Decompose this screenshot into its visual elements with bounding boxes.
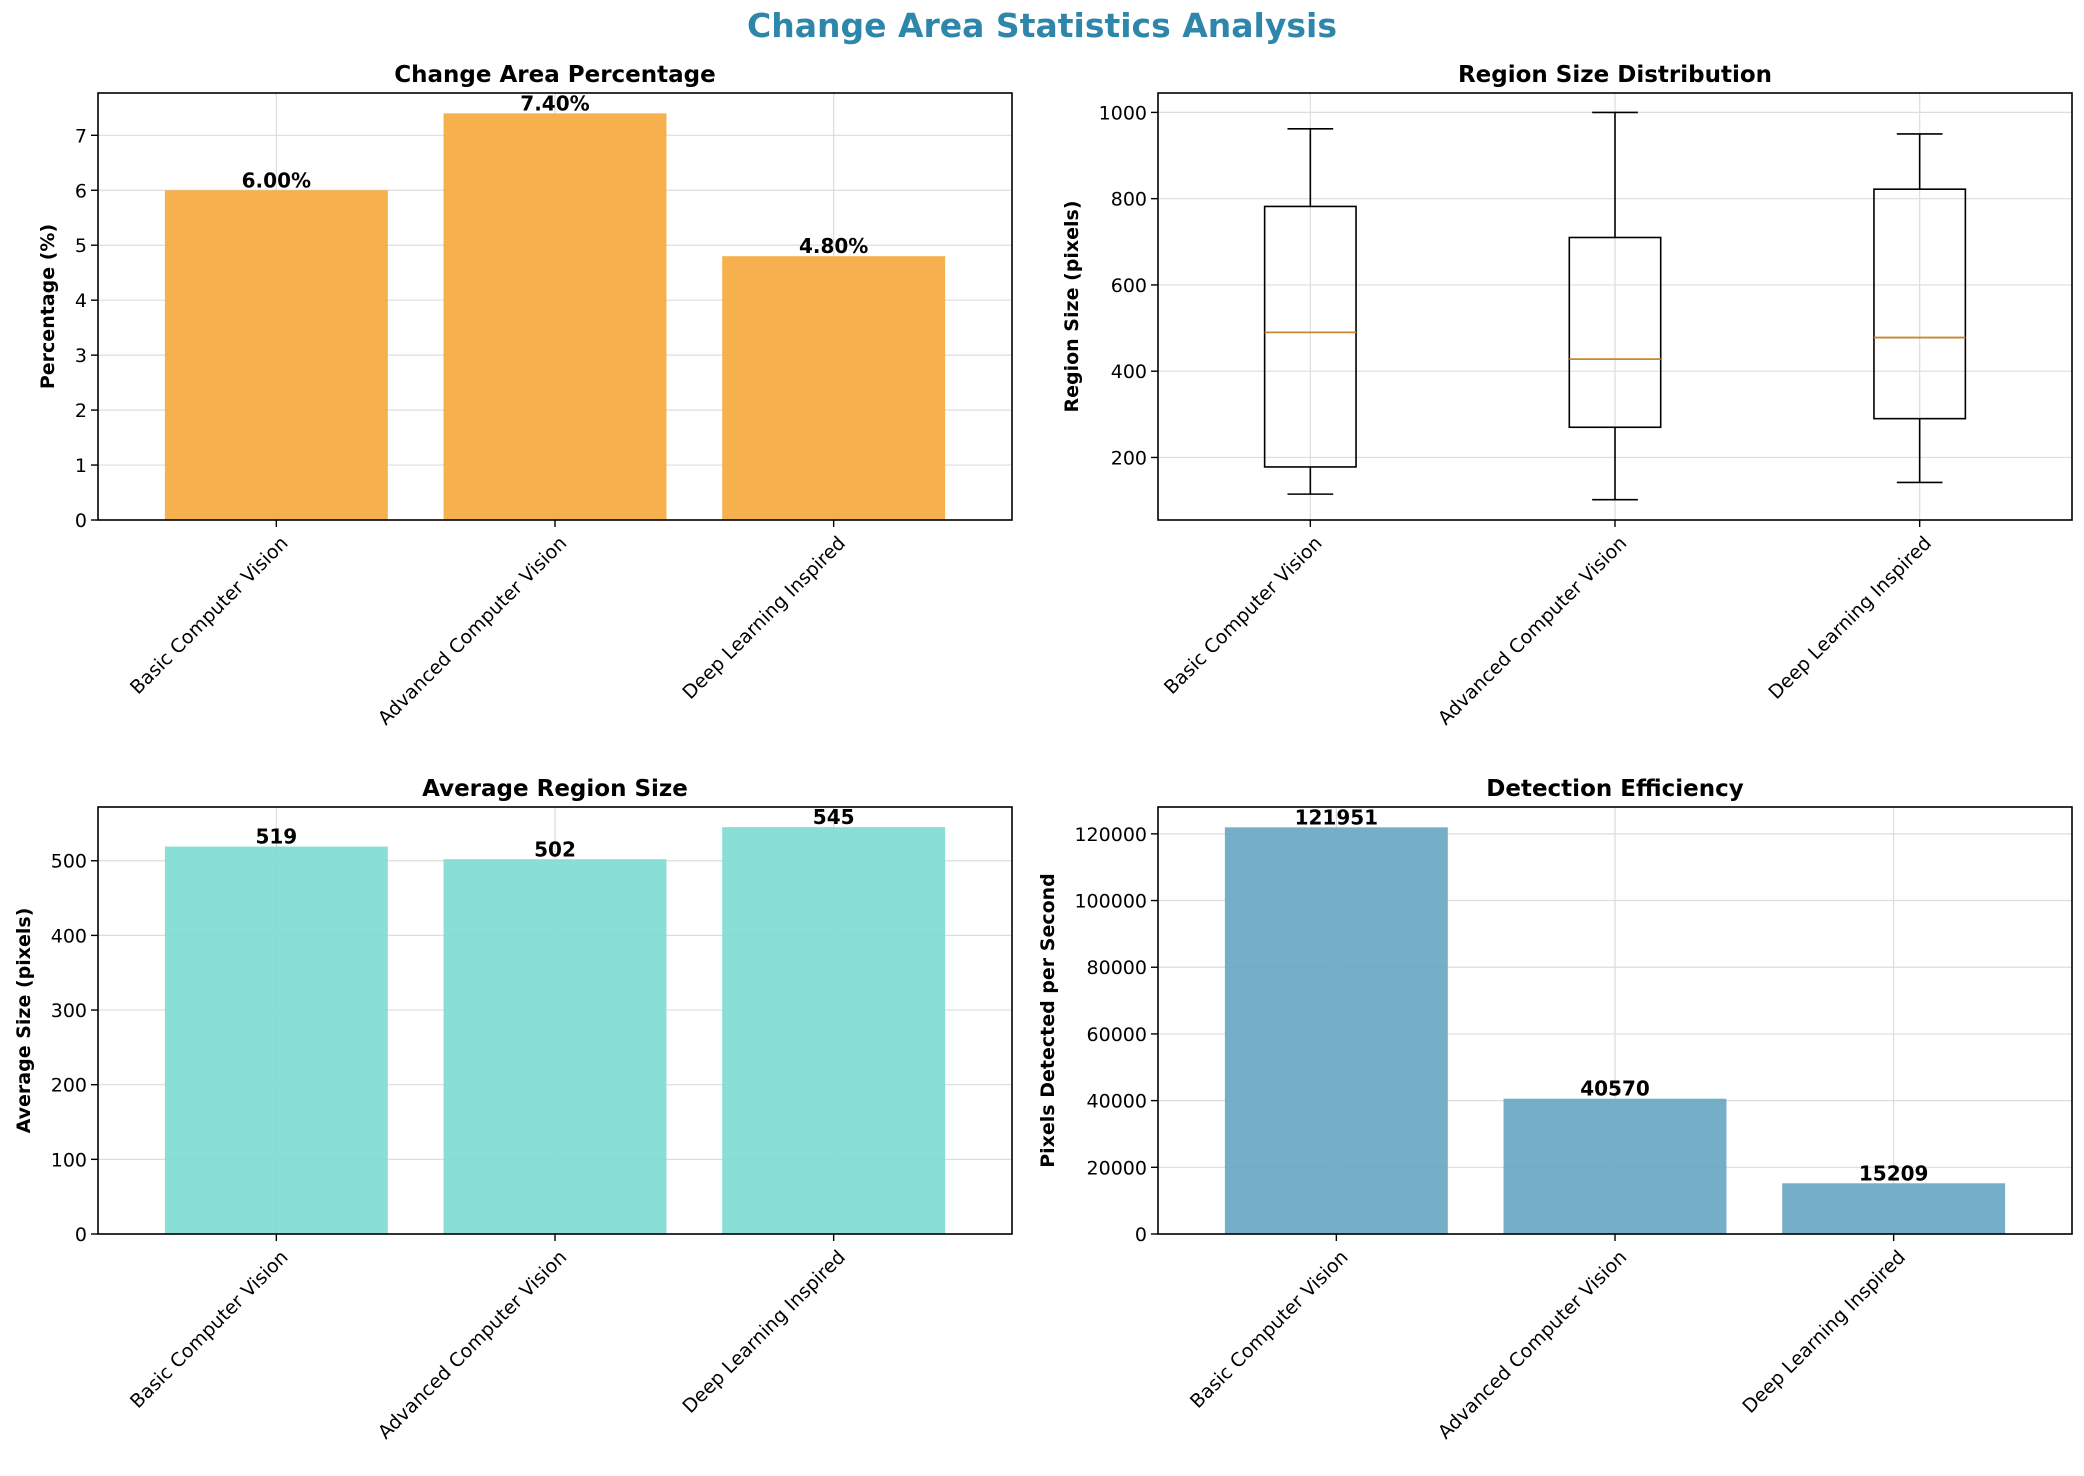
x-tick-label: Basic Computer Vision bbox=[126, 1246, 293, 1413]
y-tick-label: 0 bbox=[75, 1224, 87, 1246]
x-tick-label: Deep Learning Inspired bbox=[678, 532, 850, 704]
y-axis-label: Average Size (pixels) bbox=[13, 908, 35, 1134]
y-tick-label: 7 bbox=[75, 125, 87, 147]
bar-value-label: 121951 bbox=[1295, 805, 1379, 829]
y-tick-label: 2 bbox=[75, 400, 87, 422]
bar-value-label: 545 bbox=[813, 805, 855, 829]
bar-value-label: 40570 bbox=[1580, 1077, 1650, 1101]
y-tick-label: 20000 bbox=[1087, 1157, 1147, 1179]
bar-value-label: 7.40% bbox=[520, 91, 589, 115]
y-tick-label: 500 bbox=[51, 851, 87, 873]
y-tick-label: 400 bbox=[51, 925, 87, 947]
y-tick-label: 40000 bbox=[1087, 1091, 1147, 1113]
bar bbox=[722, 827, 946, 1234]
y-tick-label: 6 bbox=[75, 180, 87, 202]
bar-value-label: 502 bbox=[534, 837, 576, 861]
bar-value-label: 15209 bbox=[1859, 1161, 1929, 1185]
y-tick-label: 80000 bbox=[1087, 957, 1147, 979]
y-axis-label: Pixels Detected per Second bbox=[1037, 873, 1059, 1168]
y-tick-label: 3 bbox=[75, 345, 87, 367]
x-tick-label: Deep Learning Inspired bbox=[1764, 532, 1936, 704]
box bbox=[1568, 236, 1662, 429]
y-tick-label: 0 bbox=[75, 510, 87, 532]
bar-value-label: 6.00% bbox=[242, 168, 311, 192]
subplot-3: 519 502 545 0 100 200 300 400 500 Basic Computer … bbox=[13, 776, 1013, 1444]
bar-value-label: 4.80% bbox=[799, 234, 868, 258]
y-tick-label: 400 bbox=[1111, 361, 1147, 383]
y-tick-label: 800 bbox=[1111, 189, 1147, 211]
bar bbox=[722, 256, 946, 520]
y-tick-label: 600 bbox=[1111, 275, 1147, 297]
x-tick-label: Advanced Computer Vision bbox=[374, 532, 571, 729]
y-tick-label: 200 bbox=[1111, 447, 1147, 469]
x-tick-label: Deep Learning Inspired bbox=[678, 1246, 850, 1418]
bar bbox=[164, 190, 388, 520]
bar bbox=[1503, 1098, 1727, 1234]
subplot-1: 6.00% 7.40% 4.80% 0 1 2 3 4 5 6 7 Basic Computer Vi… bbox=[37, 62, 1013, 730]
bar bbox=[443, 113, 667, 520]
x-tick-label: Advanced Computer Vision bbox=[374, 1246, 571, 1443]
y-axis-label: Region Size (pixels) bbox=[1061, 200, 1083, 412]
y-tick-label: 60000 bbox=[1087, 1024, 1147, 1046]
subplot-title: Detection Efficiency bbox=[1486, 776, 1743, 802]
subplot-title: Change Area Percentage bbox=[394, 62, 715, 88]
y-axis-label: Percentage (%) bbox=[37, 224, 59, 389]
y-tick-label: 120000 bbox=[1074, 824, 1147, 846]
x-tick-label: Advanced Computer Vision bbox=[1434, 532, 1631, 729]
subplot-title: Region Size Distribution bbox=[1458, 62, 1772, 88]
bar bbox=[443, 859, 667, 1234]
figure-title: Change Area Statistics Analysis bbox=[747, 6, 1337, 45]
subplot-2: 200 400 600 800 1000 Basic Computer Vision Adv… bbox=[1061, 62, 2073, 730]
y-tick-label: 100000 bbox=[1074, 891, 1147, 913]
box bbox=[1873, 188, 1967, 420]
x-tick-label: Deep Learning Inspired bbox=[1738, 1246, 1910, 1418]
y-tick-label: 100 bbox=[51, 1149, 87, 1171]
bar bbox=[164, 846, 388, 1234]
y-tick-label: 200 bbox=[51, 1075, 87, 1097]
y-tick-label: 5 bbox=[75, 235, 87, 257]
y-tick-label: 4 bbox=[75, 290, 87, 312]
y-tick-label: 0 bbox=[1135, 1224, 1147, 1246]
box bbox=[1263, 205, 1357, 468]
bar bbox=[1782, 1183, 2006, 1234]
x-tick-label: Basic Computer Vision bbox=[126, 532, 293, 699]
subplot-4: 121951 40570 15209 0 20000 40000 60000 80000 100… bbox=[1037, 776, 2073, 1444]
bar bbox=[1224, 827, 1448, 1234]
x-tick-label: Basic Computer Vision bbox=[1160, 532, 1327, 699]
y-tick-label: 300 bbox=[51, 1000, 87, 1022]
subplot-title: Average Region Size bbox=[422, 776, 688, 802]
x-tick-label: Advanced Computer Vision bbox=[1434, 1246, 1631, 1443]
bar-value-label: 519 bbox=[255, 825, 297, 849]
y-tick-label: 1000 bbox=[1099, 102, 1147, 124]
x-tick-label: Basic Computer Vision bbox=[1186, 1246, 1353, 1413]
y-tick-label: 1 bbox=[75, 455, 87, 477]
